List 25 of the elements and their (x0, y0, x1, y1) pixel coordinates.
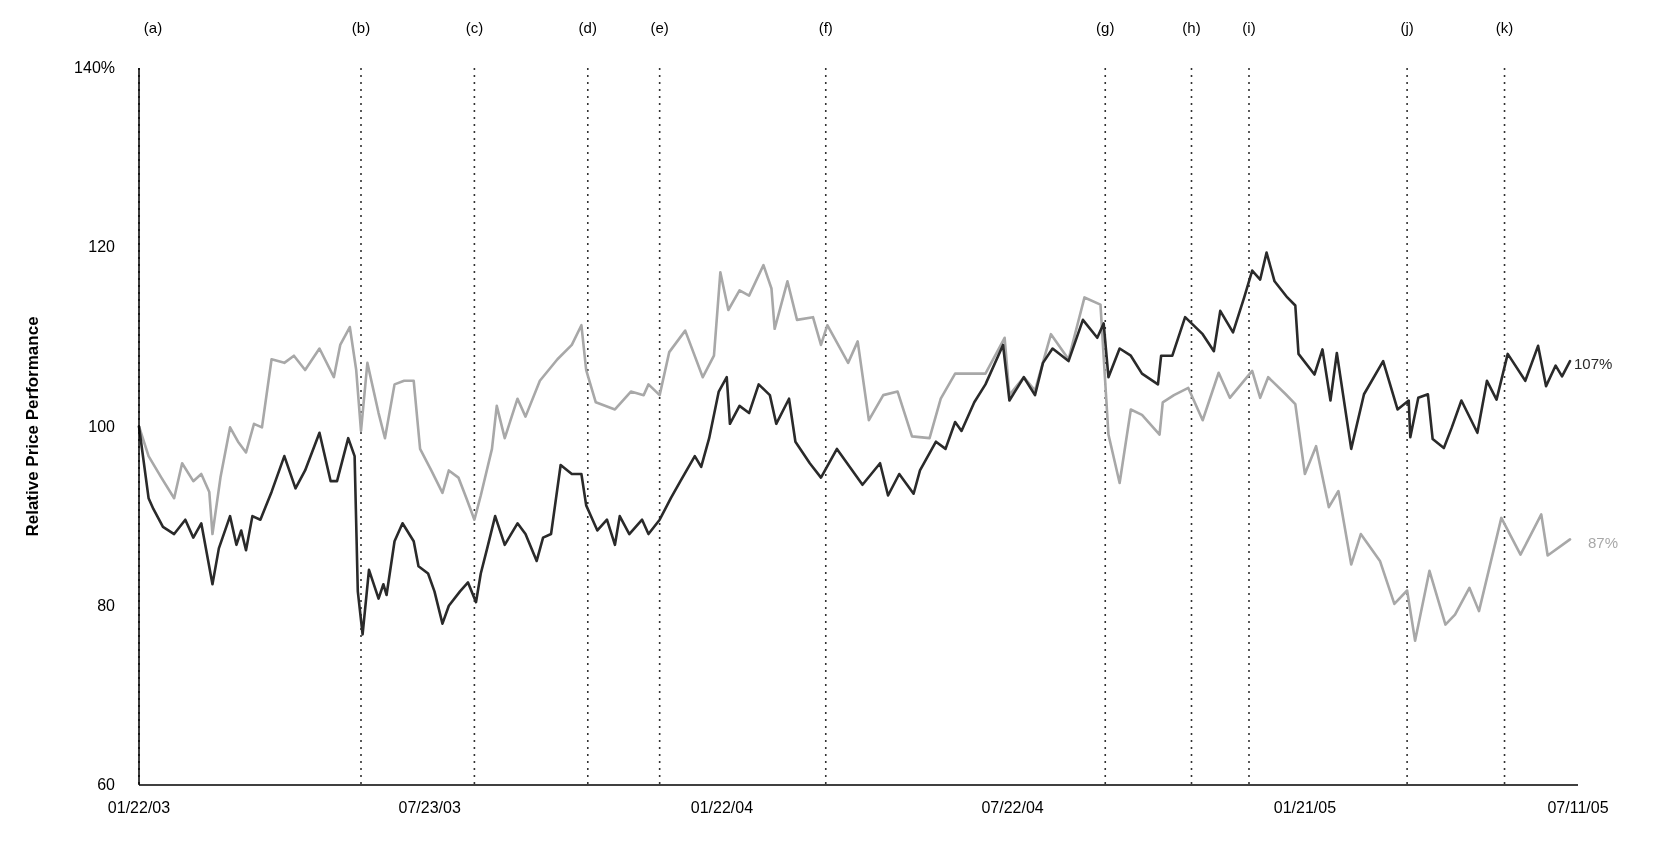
x-tick-label: 07/22/04 (981, 799, 1044, 816)
ref-line-label: (a) (143, 19, 163, 36)
ref-line-label: (d) (578, 19, 597, 36)
ref-line-label: (j) (1400, 19, 1414, 36)
ref-line-label: (f) (818, 19, 833, 36)
y-tick-label: 60 (97, 776, 116, 793)
x-tick-label: 01/21/05 (1273, 799, 1337, 816)
annotation: 107% (1574, 354, 1613, 372)
ref-line-label: (k) (1495, 19, 1514, 36)
y-tick-label: 120 (88, 238, 116, 256)
x-tick-label: 01/22/04 (690, 799, 754, 816)
ref-line-label: (g) (1096, 19, 1115, 36)
x-tick-label: 07/23/03 (398, 799, 461, 816)
ref-line-label: (h) (1182, 19, 1201, 36)
y-tick-label: 140% (74, 59, 115, 76)
ref-line-label: (b) (351, 19, 371, 36)
ref-line-label: (c) (465, 19, 484, 36)
x-tick-label: 01/22/03 (107, 799, 171, 816)
annotation: 87% (1588, 534, 1619, 552)
ref-line-label: (e) (650, 19, 669, 36)
ref-line-label: (i) (1242, 19, 1256, 36)
x-tick-label: 07/11/05 (1547, 799, 1609, 816)
y-axis-title: Relative Price Performance (23, 316, 42, 537)
y-tick-label: 80 (97, 596, 116, 614)
y-tick-label: 100 (88, 417, 116, 435)
